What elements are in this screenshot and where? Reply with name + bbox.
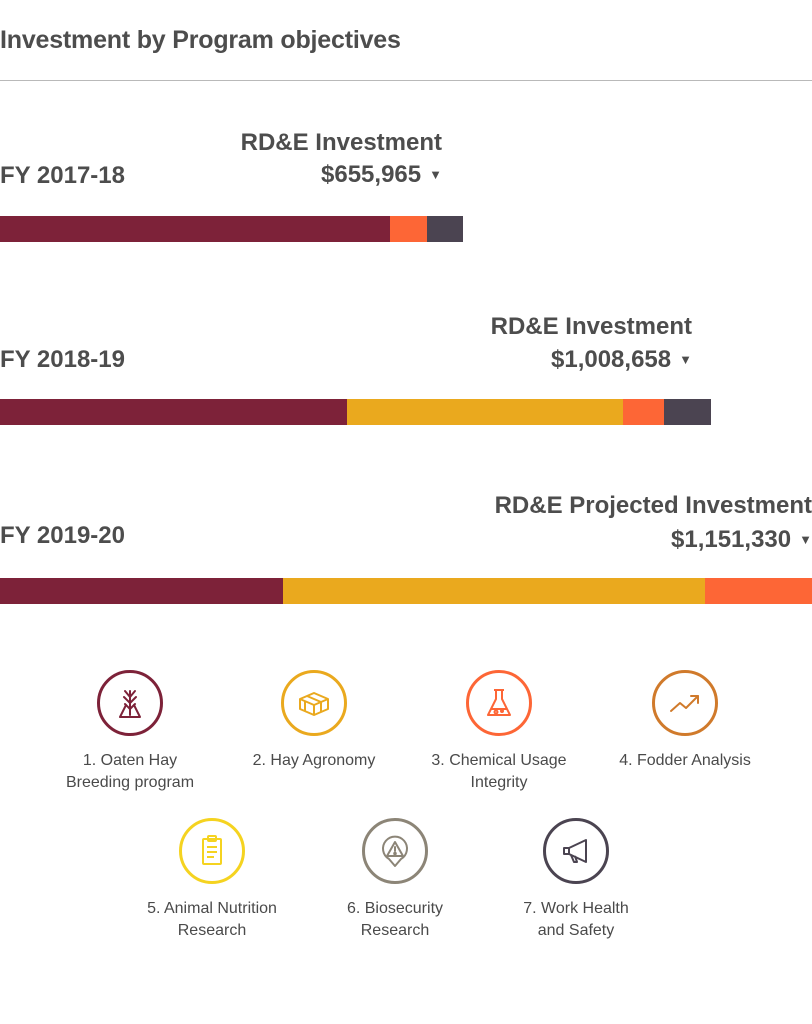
bar-segment-program-2: [282, 578, 706, 604]
flask-icon: [466, 670, 532, 736]
bar-segment-program-2: [346, 399, 624, 425]
legend-item-work-health: 7. Work Health and Safety: [486, 818, 666, 942]
fy-label-2019-20: FY 2019-20: [0, 522, 125, 549]
megaphone-icon: [543, 818, 609, 884]
legend-item-fodder-analysis: 4. Fodder Analysis: [595, 670, 775, 772]
investment-amount-2019-20[interactable]: $1,151,330 ▼: [671, 526, 812, 554]
investment-label-2017-18: RD&E Investment: [240, 129, 442, 156]
investment-amount-2017-18[interactable]: $655,965 ▼: [321, 161, 442, 189]
bar-segment-program-1: [0, 216, 390, 242]
bar-segment-program-4: [426, 216, 463, 242]
caret-down-icon[interactable]: ▼: [679, 352, 692, 367]
bar-fy-2019-20: [0, 578, 812, 604]
page-title: Investment by Program objectives: [0, 26, 401, 54]
fy-label-2017-18: FY 2017-18: [0, 162, 125, 189]
investment-amount-value: $655,965: [321, 161, 422, 188]
legend-label: 1. Oaten Hay Breeding program: [65, 752, 195, 791]
legend-item-animal-nutrition: 5. Animal Nutrition Research: [122, 818, 302, 942]
bar-fy-2018-19: [0, 399, 712, 425]
warning-pin-icon: [362, 818, 428, 884]
legend-label: 5. Animal Nutrition Research: [147, 900, 277, 939]
bar-segment-program-4: [663, 399, 712, 425]
legend-item-hay-agronomy: 2. Hay Agronomy: [224, 670, 404, 772]
bar-segment-program-3: [623, 399, 664, 425]
investment-label-2019-20: RD&E Projected Investment: [494, 492, 812, 519]
clipboard-icon: [179, 818, 245, 884]
bar-segment-program-3: [705, 578, 812, 604]
legend-label: 4. Fodder Analysis: [619, 752, 751, 769]
investment-amount-value: $1,151,330: [671, 526, 792, 553]
legend-label: 2. Hay Agronomy: [252, 752, 376, 769]
fy-label-2018-19: FY 2018-19: [0, 346, 125, 373]
legend-label: 3. Chemical Usage Integrity: [431, 752, 567, 791]
bar-segment-program-1: [0, 399, 347, 425]
trend-up-icon: [652, 670, 718, 736]
bar-segment-program-3: [390, 216, 427, 242]
legend-item-oaten-hay: 1. Oaten Hay Breeding program: [40, 670, 220, 794]
legend-item-chemical-usage: 3. Chemical Usage Integrity: [409, 670, 589, 794]
investment-amount-2018-19[interactable]: $1,008,658 ▼: [551, 346, 692, 374]
bar-segment-program-1: [0, 578, 283, 604]
title-divider: [0, 80, 812, 81]
hay-bale-icon: [281, 670, 347, 736]
investment-amount-value: $1,008,658: [551, 346, 672, 373]
plant-flask-icon: [97, 670, 163, 736]
legend-label: 7. Work Health and Safety: [523, 900, 629, 939]
caret-down-icon[interactable]: ▼: [799, 532, 812, 547]
bar-fy-2017-18: [0, 216, 463, 242]
legend-label: 6. Biosecurity Research: [346, 900, 444, 939]
investment-label-2018-19: RD&E Investment: [490, 313, 692, 340]
legend-item-biosecurity: 6. Biosecurity Research: [305, 818, 485, 942]
caret-down-icon[interactable]: ▼: [429, 167, 442, 182]
